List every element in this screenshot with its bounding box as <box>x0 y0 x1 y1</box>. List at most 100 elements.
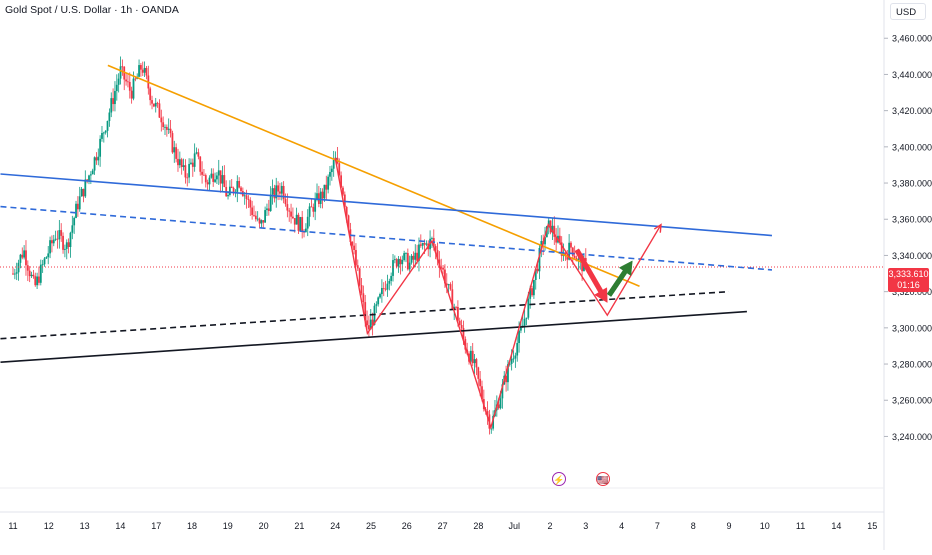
candle-body <box>529 288 532 299</box>
candle-body <box>38 276 40 283</box>
candle-body <box>125 79 127 82</box>
candle-body <box>275 185 278 199</box>
candle-body <box>408 262 411 270</box>
candle-body <box>416 252 419 261</box>
lightning-icon[interactable]: ⚡ <box>552 472 566 486</box>
down-arrow <box>574 248 608 303</box>
candle-body <box>26 265 29 271</box>
candle-body <box>301 217 304 232</box>
candle-body <box>106 120 109 131</box>
candle-body <box>520 327 522 331</box>
candle-body <box>401 260 404 265</box>
candle-body <box>128 81 131 91</box>
candle-body <box>171 133 174 153</box>
candle-body <box>58 230 61 240</box>
candle-body <box>323 184 326 199</box>
candle-body <box>64 248 66 250</box>
candle-body <box>293 218 296 225</box>
candle-body <box>251 207 254 215</box>
candle-body <box>32 274 35 277</box>
candle-body <box>56 238 59 240</box>
candle-body <box>332 160 335 169</box>
price-tick-label: 3,300.000 <box>892 323 932 333</box>
candle-body <box>325 184 328 190</box>
candle-body <box>243 195 246 197</box>
candle-body <box>271 188 274 195</box>
candle-body <box>119 66 122 79</box>
pattern-arrowhead <box>653 223 662 233</box>
candle-body <box>15 272 18 274</box>
price-tick-label: 3,360.000 <box>892 215 932 225</box>
pattern-zigzag <box>334 157 662 430</box>
candle-body <box>395 259 398 267</box>
up-arrow <box>606 260 633 297</box>
currency-selector[interactable]: USD <box>890 3 926 20</box>
candle-body <box>393 259 396 261</box>
candle-body <box>510 358 513 364</box>
candle-body <box>54 238 57 240</box>
candle-body <box>156 102 159 104</box>
candle-body <box>173 147 176 153</box>
price-tick-label: 3,340.000 <box>892 251 932 261</box>
candle-body <box>299 217 302 231</box>
us-flag-icon[interactable]: 🇺🇸 <box>596 472 610 486</box>
candle-body <box>140 65 142 70</box>
candle-body <box>280 185 283 194</box>
candle-body <box>30 274 33 277</box>
candle-body <box>312 207 315 212</box>
candle-body <box>340 175 343 188</box>
candle-body <box>86 179 89 181</box>
candle-body <box>516 343 519 356</box>
candle-body <box>310 206 313 208</box>
candle-body <box>560 242 563 256</box>
candle-body <box>451 289 454 310</box>
candle-body <box>540 241 543 248</box>
candle-body <box>490 428 493 430</box>
candle-body <box>369 319 372 330</box>
price-tick-label: 3,460.000 <box>892 34 932 44</box>
candle-body <box>190 162 192 164</box>
candle-body <box>273 188 276 199</box>
candle-body <box>403 253 406 261</box>
candle-body <box>34 276 37 286</box>
time-tick-label: 24 <box>330 521 340 531</box>
candle-body <box>544 237 546 245</box>
candle-body <box>102 132 105 134</box>
candle-body <box>214 179 216 182</box>
candle-body <box>558 235 561 243</box>
candle-body <box>238 180 241 188</box>
candle-body <box>282 185 285 200</box>
black-solid-support-trendline <box>0 310 747 364</box>
candle-body <box>347 215 350 230</box>
time-tick-label: 15 <box>867 521 877 531</box>
price-tick-label: 3,440.000 <box>892 70 932 80</box>
candle-body <box>258 218 261 224</box>
candle-body <box>486 411 489 415</box>
candle-body <box>212 173 215 182</box>
candle-body <box>110 98 113 113</box>
candle-body <box>121 66 124 68</box>
candle-body <box>453 306 456 310</box>
candle-body <box>221 175 224 184</box>
candle-body <box>342 187 344 195</box>
candle-body <box>327 176 330 190</box>
blue-dashed-trendline <box>0 205 773 271</box>
candle-body <box>462 327 465 340</box>
candle-body <box>319 191 322 204</box>
candle-body <box>566 256 569 260</box>
candle-body <box>52 239 55 244</box>
candle-body <box>76 203 79 210</box>
candle-body <box>316 193 318 199</box>
candle-body <box>358 268 361 286</box>
candle-body <box>152 103 155 107</box>
candle-body <box>93 157 96 171</box>
candle-body <box>36 276 38 286</box>
candle-body <box>508 363 511 365</box>
candle-body <box>230 186 233 188</box>
candle-body <box>49 240 51 254</box>
candle-body <box>405 253 407 254</box>
candle-body <box>538 247 541 272</box>
